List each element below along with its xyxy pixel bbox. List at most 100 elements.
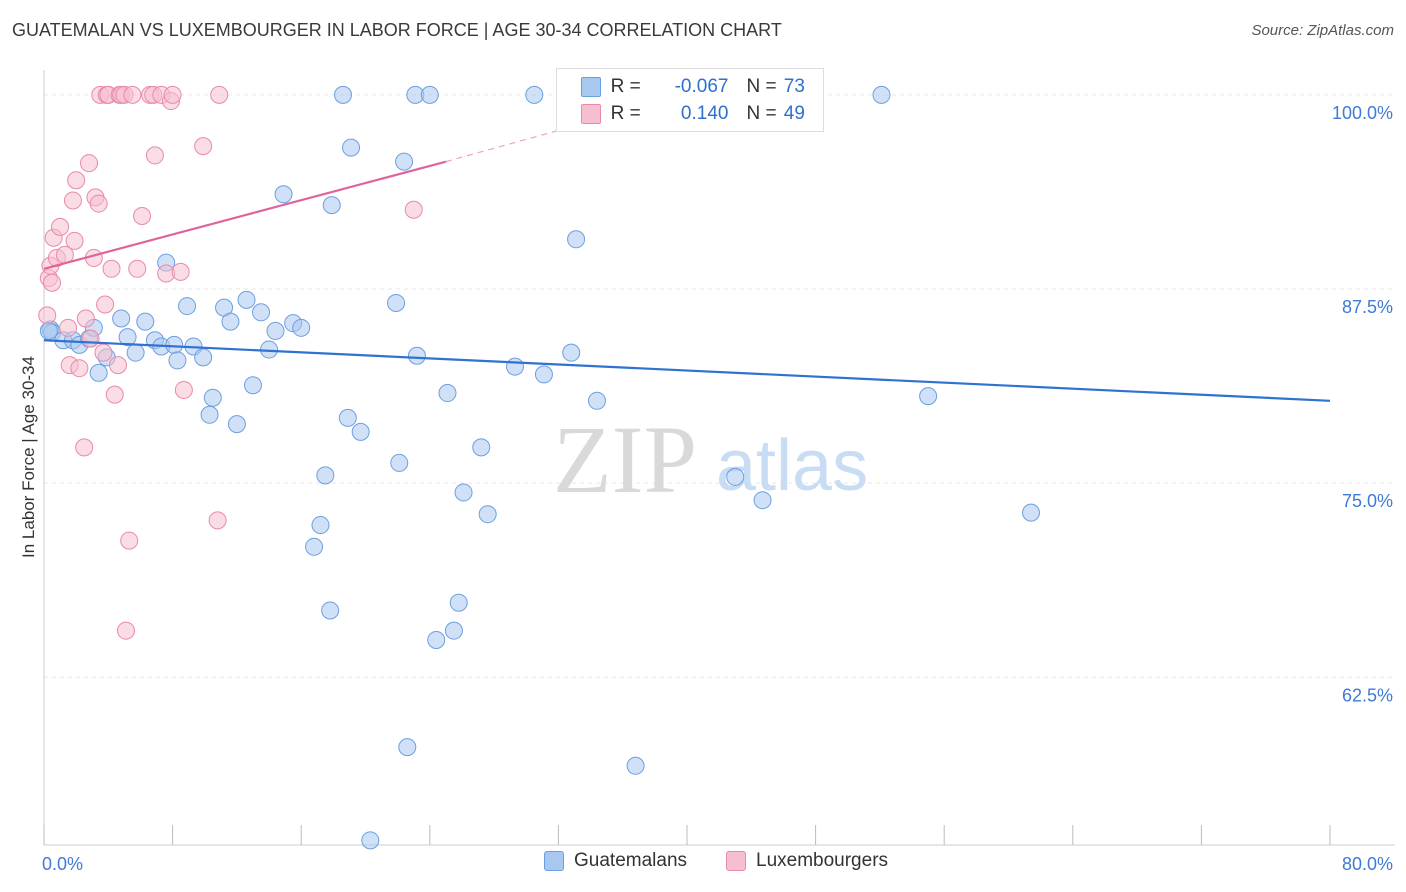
stats-n-value: 49 xyxy=(783,103,805,124)
point-guatemalans xyxy=(338,408,357,427)
point-guatemalans xyxy=(266,321,285,340)
source-label: Source: ZipAtlas.com xyxy=(1251,22,1394,39)
point-guatemalans xyxy=(505,357,524,376)
point-guatemalans xyxy=(322,196,341,215)
point-guatemalans xyxy=(398,738,417,757)
point-guatemalans xyxy=(89,363,108,382)
bottom-legend: Guatemalans Luxembourgers xyxy=(0,850,1406,880)
point-guatemalans xyxy=(243,376,262,395)
point-guatemalans xyxy=(390,453,409,472)
point-guatemalans xyxy=(194,348,213,367)
point-luxembourgers xyxy=(80,154,99,173)
legend-swatch-luxembourgers xyxy=(726,851,746,871)
point-guatemalans xyxy=(438,384,457,403)
legend-label-luxembourgers: Luxembourgers xyxy=(756,850,889,871)
watermark-zip: ZIP xyxy=(553,406,697,513)
point-guatemalans xyxy=(237,290,256,309)
y-tick-label: 62.5% xyxy=(1342,685,1393,705)
point-guatemalans xyxy=(420,85,439,104)
point-guatemalans xyxy=(118,328,137,347)
point-guatemalans xyxy=(919,387,938,406)
point-guatemalans xyxy=(395,152,414,171)
point-luxembourgers xyxy=(404,200,423,219)
point-guatemalans xyxy=(587,391,606,410)
point-guatemalans xyxy=(252,303,271,322)
stats-r-value: -0.067 xyxy=(674,76,729,97)
stats-r-label: R = xyxy=(610,103,641,124)
point-guatemalans xyxy=(39,321,58,340)
point-luxembourgers xyxy=(105,385,124,404)
point-guatemalans xyxy=(321,601,340,620)
y-axis-label: In Labor Force | Age 30-34 xyxy=(19,356,38,558)
point-guatemalans xyxy=(1022,503,1041,522)
point-luxembourgers xyxy=(67,171,86,190)
stats-r-value: 0.140 xyxy=(680,103,729,124)
point-luxembourgers xyxy=(145,146,164,165)
point-guatemalans xyxy=(200,405,219,424)
point-guatemalans xyxy=(562,343,581,362)
point-luxembourgers xyxy=(38,306,57,325)
point-guatemalans xyxy=(292,318,311,337)
point-guatemalans xyxy=(136,312,155,331)
point-guatemalans xyxy=(534,365,553,384)
point-guatemalans xyxy=(449,593,468,612)
point-luxembourgers xyxy=(96,295,115,314)
stats-legend: R = -0.067 N = 73 R = 0.140 N = 49 xyxy=(556,68,824,132)
y-tick-label: 75.0% xyxy=(1342,491,1393,511)
point-guatemalans xyxy=(311,516,330,535)
legend-item-luxembourgers[interactable]: Luxembourgers xyxy=(726,850,888,872)
axes xyxy=(43,70,1395,846)
legend-swatch-guatemalans xyxy=(544,851,564,871)
point-guatemalans xyxy=(567,230,586,249)
point-luxembourgers xyxy=(70,359,89,378)
point-guatemalans xyxy=(227,415,246,434)
point-guatemalans xyxy=(387,293,406,312)
watermark-atlas: atlas xyxy=(716,426,868,506)
point-guatemalans xyxy=(203,388,222,407)
point-guatemalans xyxy=(112,309,131,328)
point-guatemalans xyxy=(427,630,446,649)
stats-row-luxembourgers: R = 0.140 N = 49 xyxy=(557,100,823,128)
point-luxembourgers xyxy=(75,438,94,457)
point-guatemalans xyxy=(407,346,426,365)
point-luxembourgers xyxy=(81,329,100,348)
point-guatemalans xyxy=(316,466,335,485)
point-luxembourgers xyxy=(76,309,95,328)
point-guatemalans xyxy=(454,483,473,502)
point-luxembourgers xyxy=(43,273,62,292)
point-luxembourgers xyxy=(94,343,113,362)
x-tick-label: 80.0% xyxy=(1342,854,1393,874)
stats-row-guatemalans: R = -0.067 N = 73 xyxy=(557,73,823,101)
point-guatemalans xyxy=(626,756,645,775)
stats-n-value: 73 xyxy=(783,76,805,97)
chart-title: GUATEMALAN VS LUXEMBOURGER IN LABOR FORC… xyxy=(12,20,782,40)
legend-label-guatemalans: Guatemalans xyxy=(574,850,688,871)
point-luxembourgers xyxy=(108,356,127,375)
point-luxembourgers xyxy=(116,621,135,640)
point-guatemalans xyxy=(221,312,240,331)
point-guatemalans xyxy=(444,621,463,640)
point-luxembourgers xyxy=(208,511,227,530)
stats-n-label: N = xyxy=(746,76,777,97)
stats-r-label: R = xyxy=(610,76,641,97)
point-luxembourgers xyxy=(63,191,82,210)
legend-item-guatemalans[interactable]: Guatemalans xyxy=(544,850,687,872)
point-guatemalans xyxy=(351,422,370,441)
data-points xyxy=(38,85,1041,850)
point-guatemalans xyxy=(333,85,352,104)
trend-line-luxembourgers xyxy=(43,160,447,270)
tick-labels: 100.0% 87.5% 75.0% 62.5% 0.0% 80.0% xyxy=(42,103,1393,874)
point-guatemalans xyxy=(753,491,772,510)
point-luxembourgers xyxy=(194,137,213,156)
point-guatemalans xyxy=(872,85,891,104)
point-guatemalans xyxy=(274,185,293,204)
x-tick-label: 0.0% xyxy=(42,854,83,874)
point-luxembourgers xyxy=(65,231,84,250)
point-guatemalans xyxy=(472,438,491,457)
stats-swatch-guatemalans xyxy=(581,77,601,97)
point-luxembourgers xyxy=(89,194,108,213)
point-luxembourgers xyxy=(128,259,147,278)
y-tick-label: 100.0% xyxy=(1332,103,1393,123)
point-luxembourgers xyxy=(163,85,182,104)
